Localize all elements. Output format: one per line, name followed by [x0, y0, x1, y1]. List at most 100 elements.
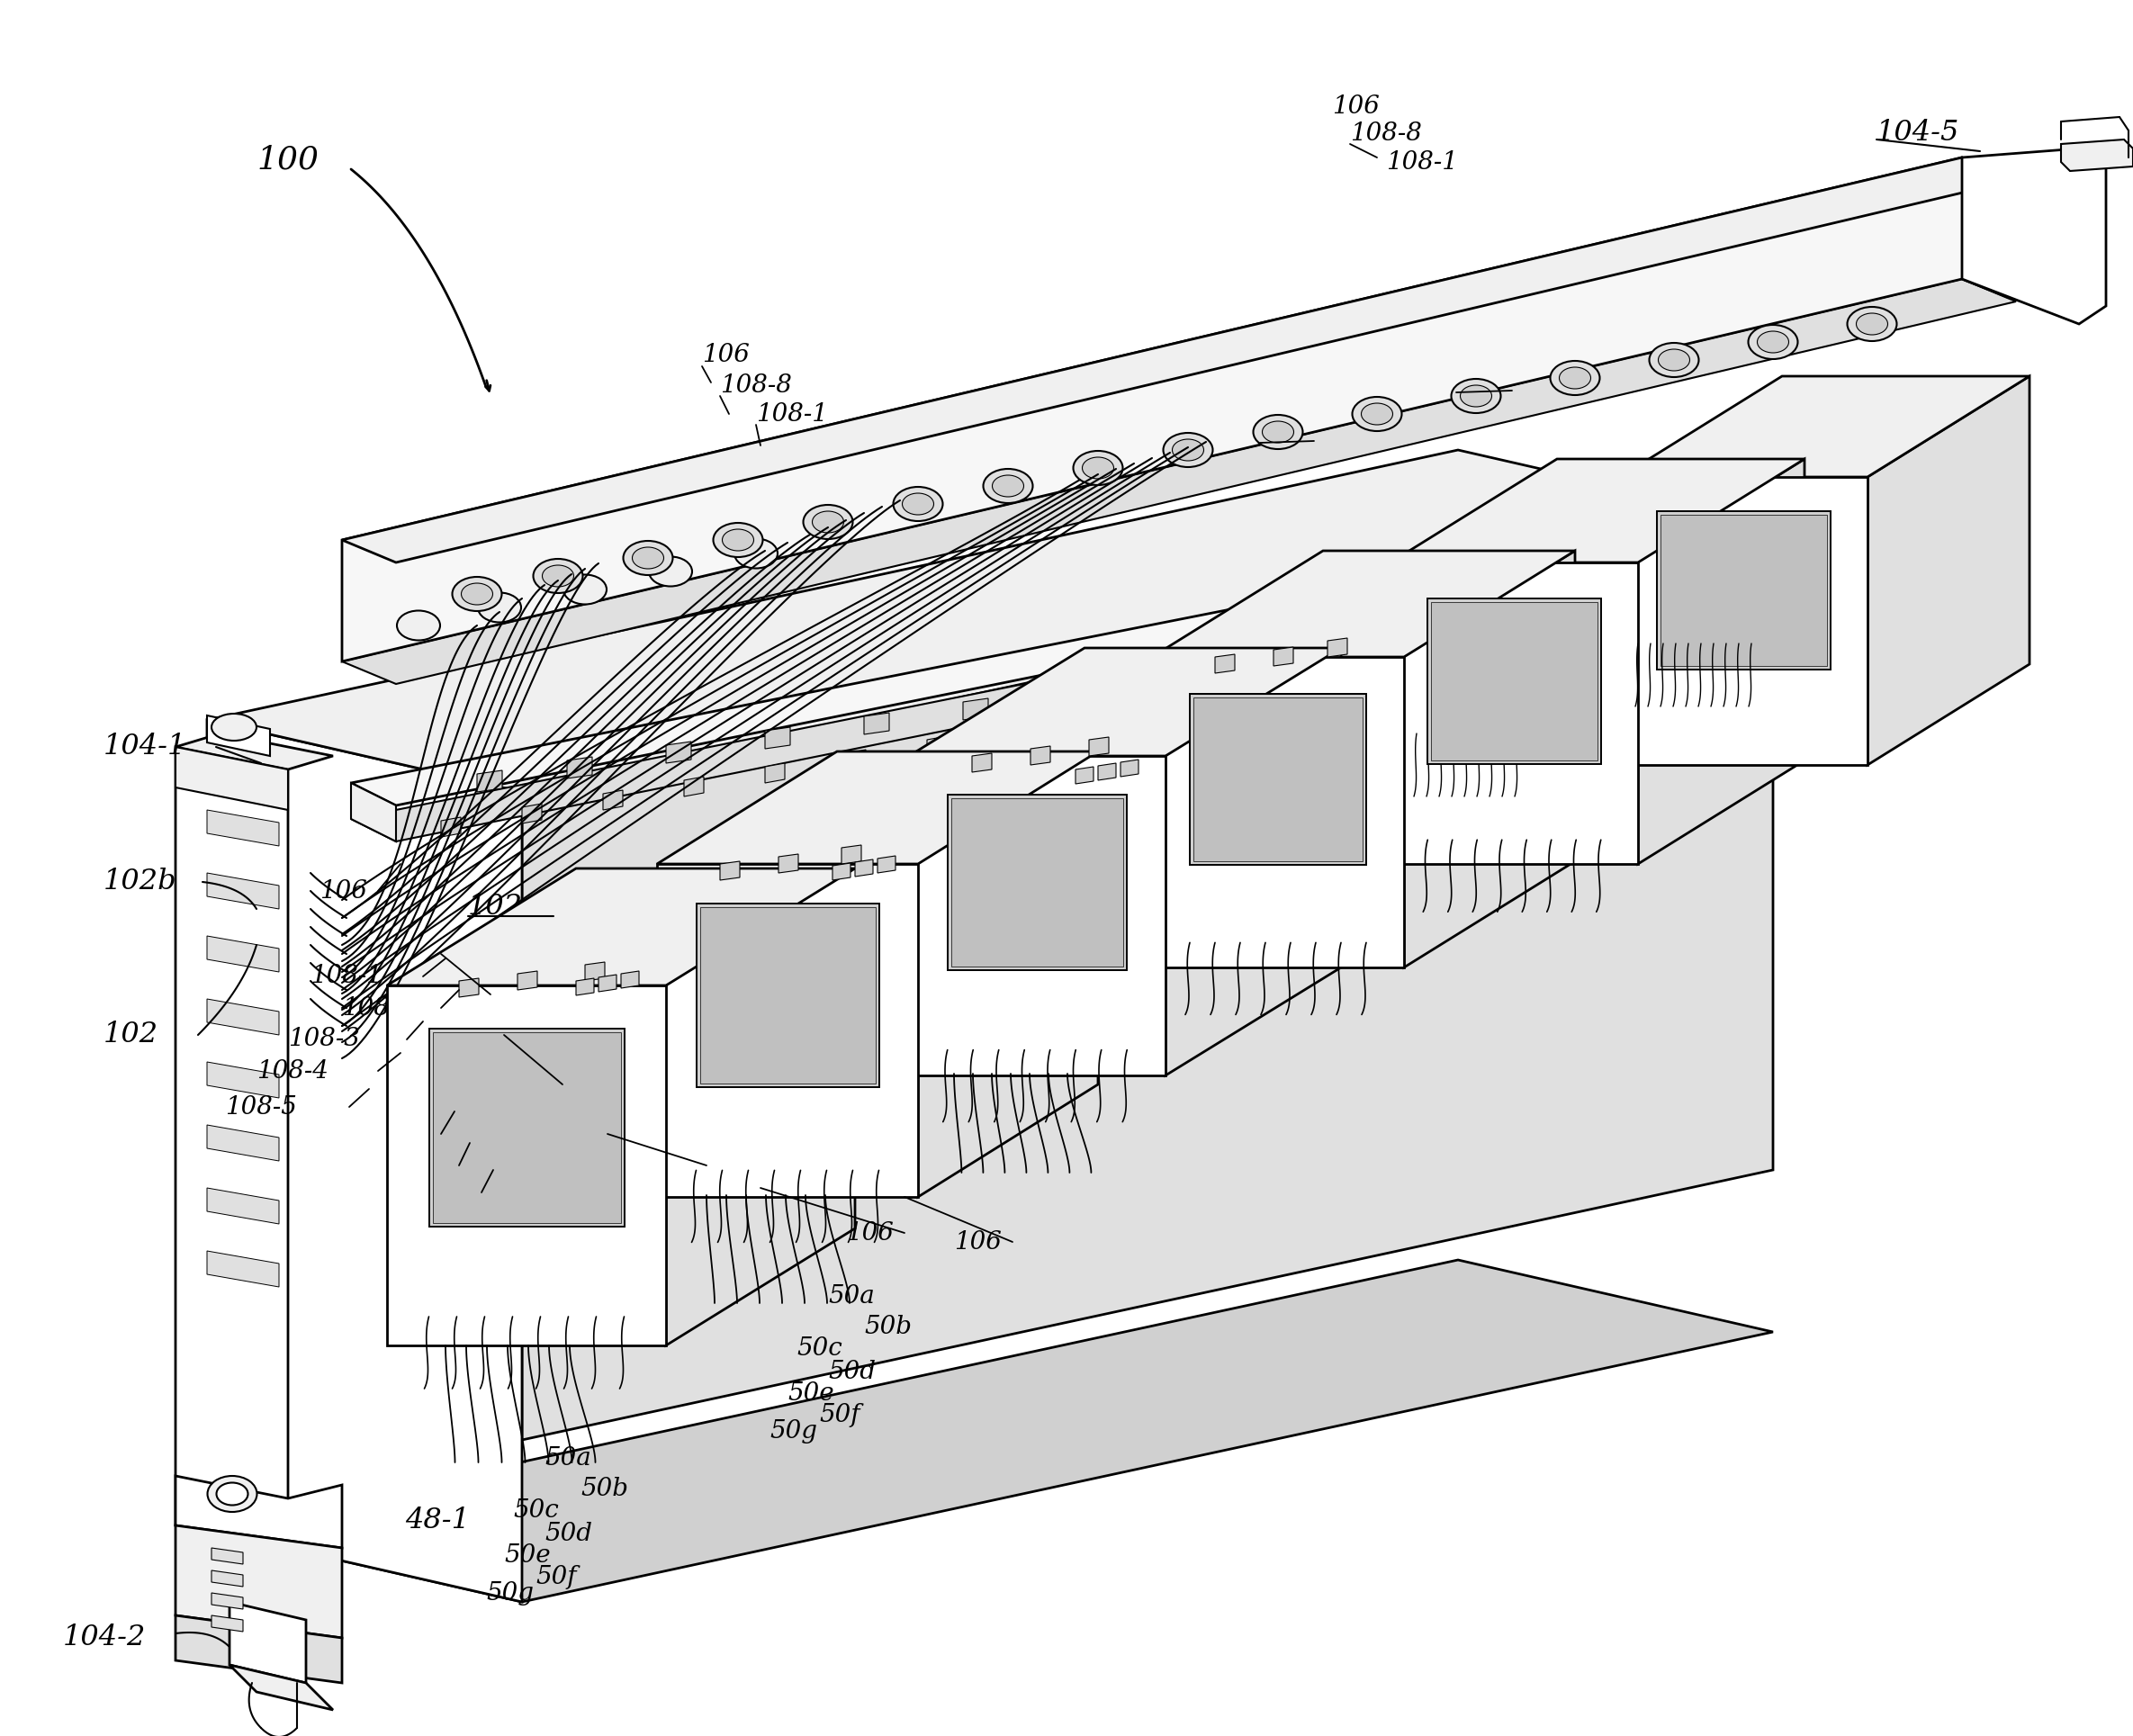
Text: 106: 106	[1399, 380, 1446, 404]
Text: 108-8: 108-8	[482, 1189, 552, 1213]
Polygon shape	[1273, 361, 1305, 389]
Polygon shape	[442, 818, 461, 837]
Text: 48-1: 48-1	[405, 1507, 469, 1535]
Polygon shape	[584, 962, 606, 981]
Ellipse shape	[1173, 439, 1203, 460]
Polygon shape	[599, 974, 616, 991]
Polygon shape	[544, 576, 576, 604]
Polygon shape	[1216, 654, 1235, 674]
Ellipse shape	[1352, 398, 1401, 431]
Polygon shape	[700, 908, 875, 1083]
Polygon shape	[843, 845, 862, 865]
Polygon shape	[1171, 696, 1190, 715]
Polygon shape	[766, 727, 789, 748]
Text: 102: 102	[105, 1021, 158, 1049]
Text: 50b: 50b	[864, 1316, 911, 1340]
Text: 106: 106	[1331, 94, 1380, 118]
Polygon shape	[1901, 179, 1932, 207]
Polygon shape	[1378, 332, 1410, 359]
Polygon shape	[1066, 424, 1096, 451]
Polygon shape	[657, 752, 1098, 865]
Text: 50b: 50b	[580, 1477, 629, 1502]
Polygon shape	[1152, 656, 1404, 967]
Polygon shape	[1359, 641, 1384, 663]
Polygon shape	[429, 1029, 625, 1227]
Ellipse shape	[1450, 378, 1502, 413]
Text: 108-5: 108-5	[224, 1095, 296, 1120]
Polygon shape	[832, 863, 851, 880]
Polygon shape	[175, 1526, 341, 1637]
Ellipse shape	[723, 529, 753, 550]
Polygon shape	[1796, 208, 1828, 236]
Text: 108-8: 108-8	[721, 373, 791, 398]
Text: 104-5: 104-5	[1877, 120, 1960, 148]
Ellipse shape	[712, 523, 764, 557]
Polygon shape	[523, 804, 542, 823]
Polygon shape	[1250, 682, 1271, 701]
Polygon shape	[1152, 550, 1574, 656]
Polygon shape	[1781, 377, 2028, 665]
Polygon shape	[175, 746, 288, 811]
Text: 106: 106	[702, 344, 749, 368]
Ellipse shape	[478, 592, 520, 621]
Polygon shape	[909, 755, 1165, 1075]
Polygon shape	[779, 854, 798, 873]
Ellipse shape	[215, 1483, 247, 1505]
Ellipse shape	[533, 559, 582, 594]
Ellipse shape	[1073, 451, 1122, 484]
Polygon shape	[857, 484, 887, 512]
Polygon shape	[2060, 139, 2133, 170]
Ellipse shape	[1551, 361, 1600, 396]
Polygon shape	[1662, 516, 1826, 667]
Text: 108-7: 108-7	[459, 1163, 531, 1187]
Text: 108-1: 108-1	[311, 963, 382, 988]
Polygon shape	[1640, 255, 1672, 283]
Polygon shape	[1431, 602, 1598, 760]
Text: 50a: 50a	[828, 1285, 875, 1307]
Polygon shape	[1536, 285, 1568, 312]
Ellipse shape	[542, 566, 574, 587]
Polygon shape	[909, 469, 941, 496]
Polygon shape	[1118, 408, 1150, 436]
Polygon shape	[175, 1476, 341, 1549]
Polygon shape	[386, 868, 855, 986]
Text: 104-3: 104-3	[791, 486, 875, 514]
Polygon shape	[753, 516, 785, 543]
Ellipse shape	[1847, 307, 1896, 340]
Polygon shape	[230, 1665, 333, 1710]
Polygon shape	[1412, 654, 1433, 675]
Polygon shape	[352, 503, 1800, 806]
Polygon shape	[478, 771, 501, 792]
Text: 50c: 50c	[514, 1498, 559, 1522]
Polygon shape	[864, 713, 889, 734]
Polygon shape	[1391, 458, 1805, 562]
Text: 48-2: 48-2	[774, 990, 838, 1017]
Text: 102b: 102b	[105, 868, 177, 896]
Polygon shape	[352, 783, 397, 842]
Text: 48-5: 48-5	[1480, 670, 1544, 698]
Polygon shape	[973, 753, 992, 773]
Polygon shape	[1273, 648, 1293, 667]
Polygon shape	[1090, 738, 1109, 755]
Polygon shape	[207, 1125, 279, 1161]
Text: 50f: 50f	[819, 1403, 860, 1427]
Polygon shape	[1062, 684, 1088, 705]
Polygon shape	[341, 158, 2007, 661]
Ellipse shape	[648, 557, 691, 587]
Polygon shape	[207, 998, 279, 1035]
Ellipse shape	[1749, 325, 1798, 359]
Polygon shape	[211, 1571, 243, 1587]
Text: 48-6: 48-6	[1719, 566, 1783, 594]
Polygon shape	[685, 776, 704, 797]
Ellipse shape	[211, 713, 256, 741]
Text: 108-3: 108-3	[288, 1028, 360, 1052]
Polygon shape	[621, 970, 640, 988]
Ellipse shape	[902, 493, 934, 516]
Ellipse shape	[1361, 403, 1393, 425]
Ellipse shape	[1081, 457, 1113, 479]
Text: 50d: 50d	[544, 1522, 593, 1547]
Polygon shape	[459, 979, 478, 996]
Polygon shape	[804, 500, 836, 528]
Polygon shape	[700, 529, 732, 557]
Polygon shape	[595, 561, 627, 589]
